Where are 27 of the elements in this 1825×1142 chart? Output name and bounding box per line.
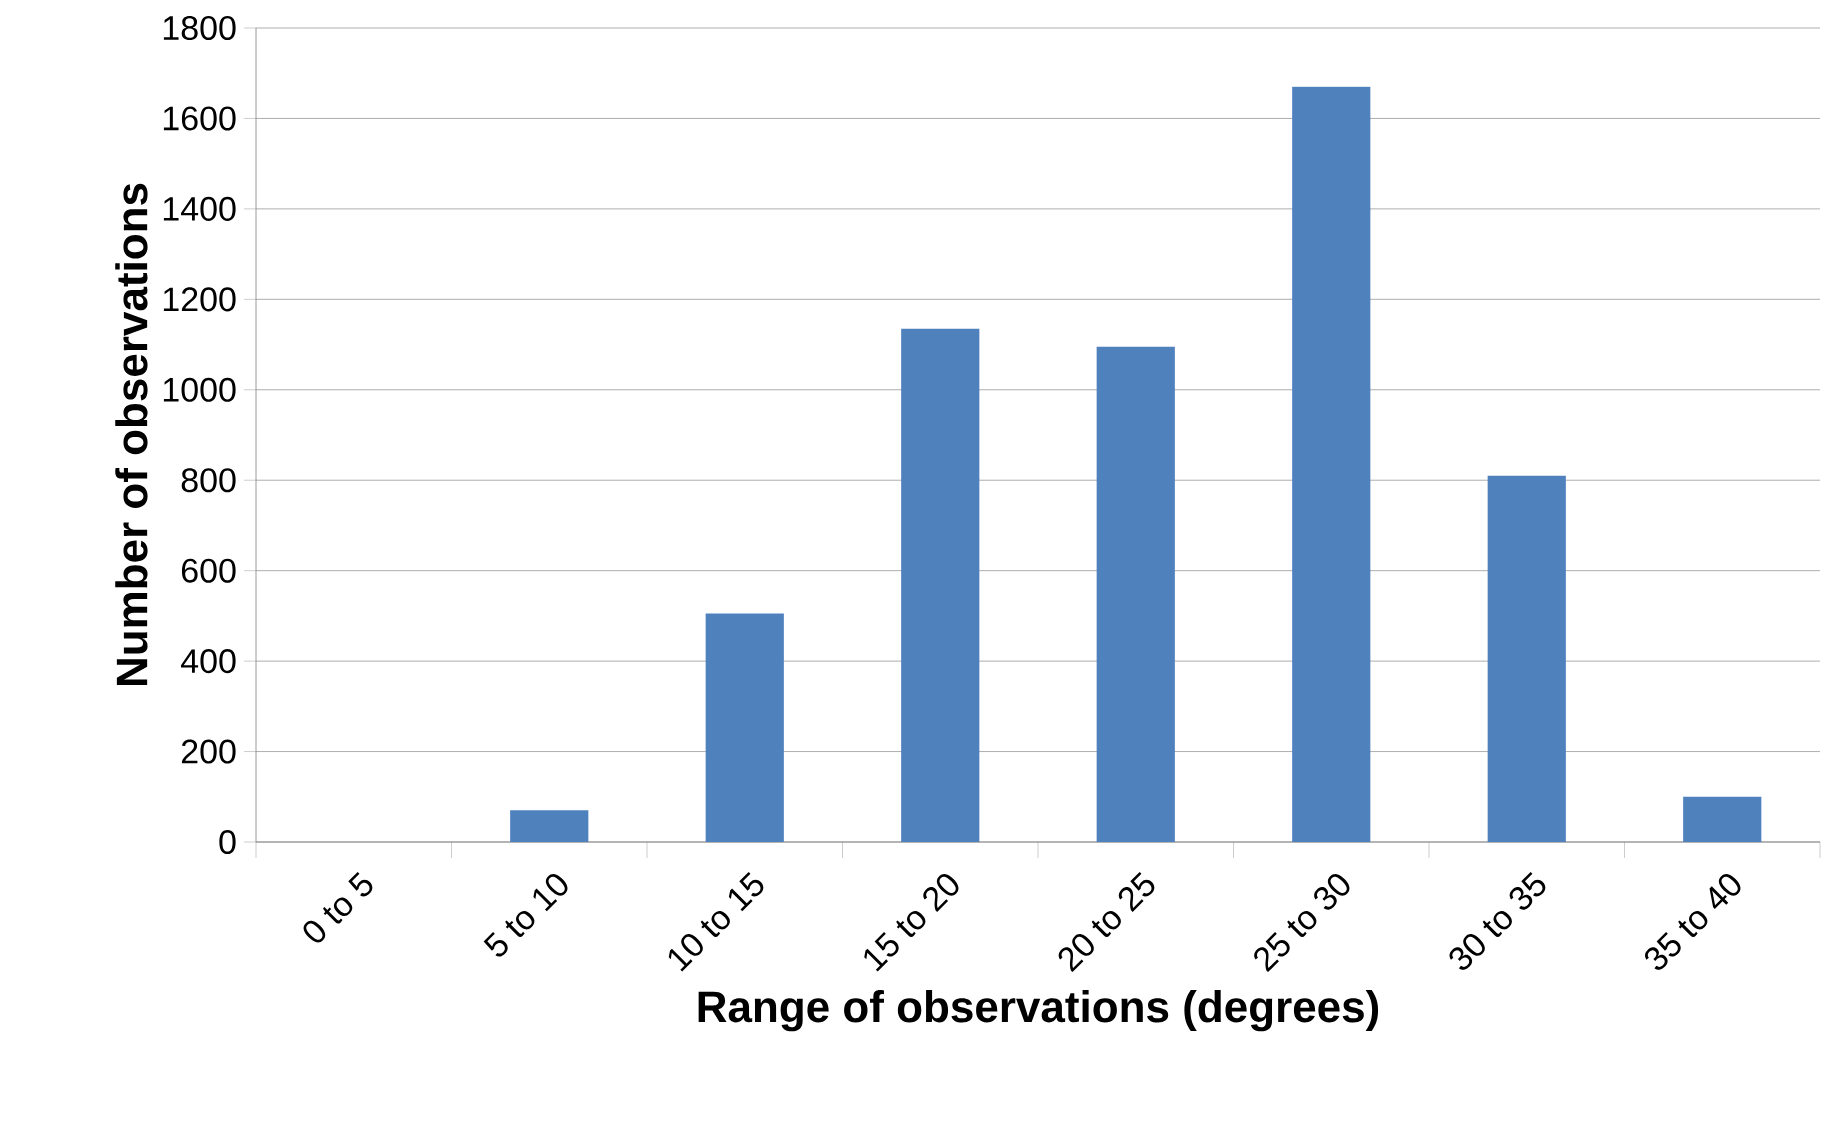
y-tick-label: 1200 (163, 287, 236, 312)
y-tick-label: 600 (181, 558, 236, 583)
bar (705, 613, 784, 842)
y-axis-title: Number of observations (115, 183, 148, 686)
bar (510, 810, 589, 842)
y-tick-label: 400 (181, 649, 236, 674)
bar (1487, 475, 1566, 842)
y-tick-label: 1800 (163, 15, 236, 41)
x-tick-label: 0 to 5 (303, 871, 373, 943)
x-tick-label: 30 to 35 (1449, 871, 1546, 970)
x-tick-label: 25 to 30 (1254, 874, 1350, 973)
x-tick-label: 5 to 10 (483, 873, 568, 957)
bar (1292, 86, 1371, 842)
y-tick-label: 1600 (163, 106, 236, 131)
bar (1683, 796, 1762, 842)
x-axis-title: Range of observations (degrees) (698, 990, 1379, 1032)
y-tick-label: 1400 (163, 196, 236, 221)
y-tick-label: 200 (181, 739, 236, 764)
x-tick-label: 10 to 15 (668, 871, 764, 972)
x-tick-label: 35 to 40 (1645, 874, 1741, 970)
y-tick-label: 0 (219, 829, 236, 855)
x-tick-label: 20 to 25 (1058, 871, 1155, 973)
y-tick-label: 800 (181, 468, 236, 493)
bar (1096, 346, 1175, 842)
bar (901, 328, 980, 842)
x-tick-label: 15 to 20 (864, 874, 959, 972)
y-tick-label: 1000 (163, 377, 236, 402)
